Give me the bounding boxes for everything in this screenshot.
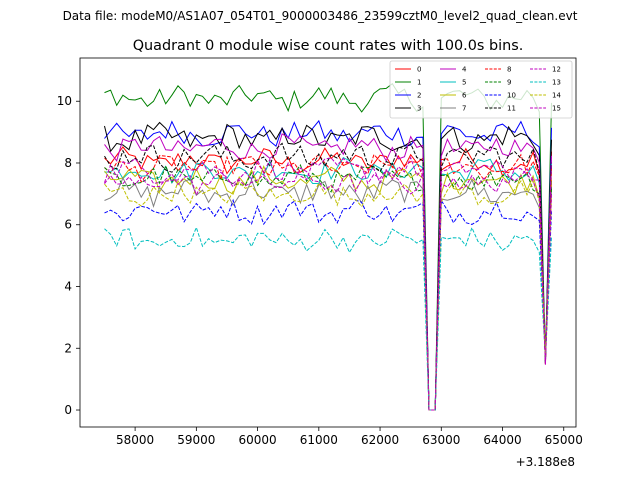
series-layer xyxy=(104,82,552,411)
legend-label-12: 12 xyxy=(552,66,561,74)
y-tick-label: 6 xyxy=(64,218,72,232)
series-line-5 xyxy=(104,157,552,411)
series-line-11 xyxy=(104,142,552,411)
legend-label-6: 6 xyxy=(462,92,467,100)
legend-frame xyxy=(389,60,573,119)
legend-label-3: 3 xyxy=(417,105,421,113)
y-tick-label: 8 xyxy=(64,156,72,170)
y-tick-label: 0 xyxy=(64,403,72,417)
plot-area: 58000 59000 60000 61000 62000 63000 64000 65000… xyxy=(57,57,583,469)
legend-label-4: 4 xyxy=(462,66,467,74)
series-line-4 xyxy=(104,133,552,411)
series-line-13 xyxy=(104,226,552,411)
x-tick-label: 65000 xyxy=(545,433,583,447)
x-tick-label: 64000 xyxy=(483,433,521,447)
series-line-3 xyxy=(104,121,552,411)
y-tick-label: 4 xyxy=(64,280,72,294)
legend-label-13: 13 xyxy=(552,79,561,87)
y-tick-label: 2 xyxy=(64,341,72,355)
y-tick-label: 10 xyxy=(57,94,72,108)
x-tick-label: 59000 xyxy=(177,433,215,447)
x-tick-label: 63000 xyxy=(422,433,460,447)
suptitle: Data file: modeM0/AS1A07_054T01_90000034… xyxy=(63,9,578,23)
x-axis: 58000 59000 60000 61000 62000 63000 64000 65000 xyxy=(116,427,583,447)
legend-label-14: 14 xyxy=(552,92,561,100)
x-tick-label: 60000 xyxy=(238,433,276,447)
x-tick-label: 62000 xyxy=(361,433,399,447)
x-tick-label: 61000 xyxy=(300,433,338,447)
series-line-14 xyxy=(104,179,552,411)
chart-title: Quadrant 0 module wise count rates with … xyxy=(133,38,524,54)
legend-label-11: 11 xyxy=(507,105,516,113)
series-line-8 xyxy=(104,153,552,411)
legend-label-7: 7 xyxy=(462,105,466,113)
legend-label-2: 2 xyxy=(417,92,421,100)
legend-label-1: 1 xyxy=(417,79,421,87)
series-line-0 xyxy=(104,146,552,411)
x-tick-label: 58000 xyxy=(116,433,154,447)
legend-label-0: 0 xyxy=(417,66,421,74)
x-axis-offset-label: +3.188e8 xyxy=(516,455,575,469)
legend-label-8: 8 xyxy=(507,66,511,74)
series-line-15 xyxy=(104,167,552,411)
legend-label-15: 15 xyxy=(552,105,561,113)
legend-label-9: 9 xyxy=(507,79,511,87)
axes-frame xyxy=(79,57,577,428)
y-axis: 0 2 4 6 8 10 xyxy=(57,94,80,417)
legend-label-5: 5 xyxy=(462,79,466,87)
legend-label-10: 10 xyxy=(507,92,516,100)
series-line-12 xyxy=(104,156,552,411)
series-line-10 xyxy=(104,198,552,411)
